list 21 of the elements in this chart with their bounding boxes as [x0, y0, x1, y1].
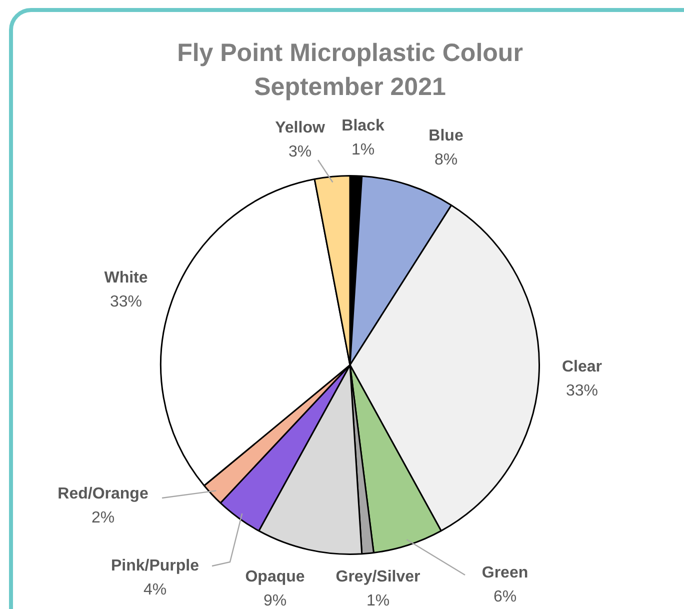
data-label: 33%	[566, 382, 598, 400]
data-label: 1%	[366, 592, 390, 609]
slice-label: Clear	[562, 358, 602, 376]
data-label: 9%	[263, 592, 287, 609]
data-label: 4%	[143, 581, 167, 598]
data-label: 6%	[493, 588, 517, 606]
slice-label: Grey/Silver	[336, 568, 420, 586]
slice-label: Green	[482, 564, 528, 582]
slice-label: Opaque	[245, 568, 305, 586]
data-label: 8%	[434, 151, 458, 168]
slice-label: Yellow	[275, 119, 326, 136]
slice-label: Black	[342, 117, 384, 134]
chart-title: Fly Point Microplastic Colour September 2021	[176, 38, 524, 103]
slice-label: White	[104, 269, 148, 286]
data-label: 1%	[351, 141, 375, 158]
data-label: 33%	[110, 293, 142, 310]
slice-label: Pink/Purple	[110, 557, 200, 574]
data-label: 3%	[288, 143, 312, 160]
slice-label: Red/Orange	[58, 485, 148, 502]
data-label: 2%	[91, 509, 115, 526]
slice-label: Blue	[428, 127, 464, 144]
